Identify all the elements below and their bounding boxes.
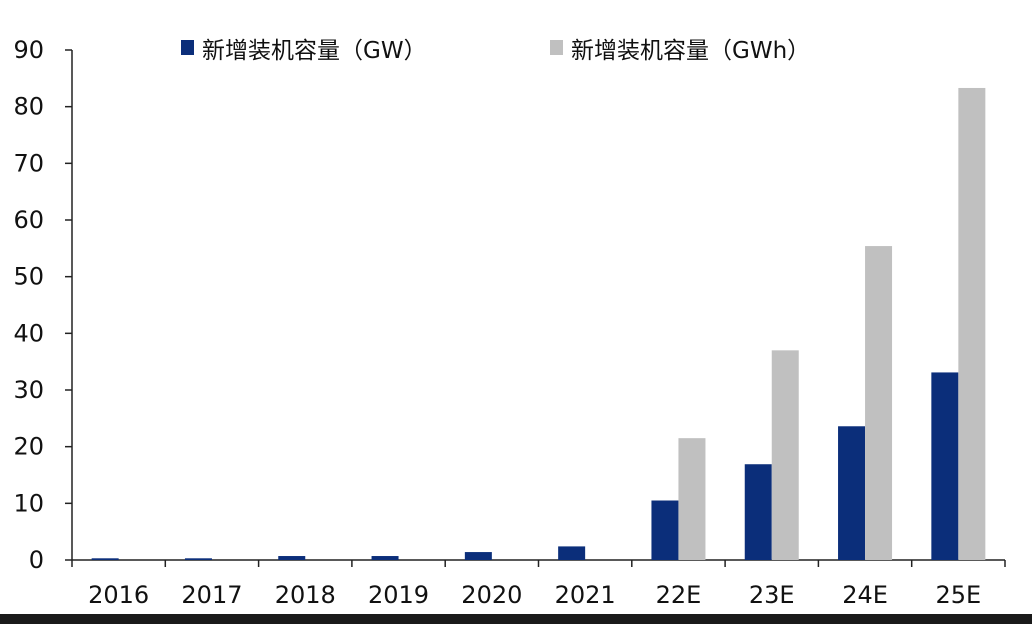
y-axis: 0 10 20 30 40 50 60 70 80 90 bbox=[13, 36, 73, 574]
bar-gwh bbox=[865, 246, 893, 561]
legend-swatch-gw bbox=[181, 40, 194, 55]
bar-gw bbox=[931, 372, 959, 560]
x-tick-label: 25E bbox=[935, 581, 981, 609]
y-tick-label: 0 bbox=[29, 546, 44, 574]
x-tick-label: 23E bbox=[749, 581, 795, 609]
bar-gw bbox=[651, 500, 679, 560]
bars bbox=[91, 87, 986, 561]
y-tick-label: 10 bbox=[13, 489, 44, 517]
x-axis: 2016 2017 2018 2019 2020 2021 22E 23E 24E 25E bbox=[71, 559, 1006, 609]
y-tick-label: 40 bbox=[13, 319, 44, 347]
x-tick-label: 2021 bbox=[555, 581, 616, 609]
legend-label-gw: 新增装机容量（GW） bbox=[202, 38, 427, 64]
y-tick-label: 20 bbox=[13, 433, 44, 461]
chart-legend: 新增装机容量（GW） 新增装机容量（GWh） bbox=[181, 38, 810, 64]
x-tick-label: 24E bbox=[842, 581, 888, 609]
bar-gwh bbox=[771, 350, 799, 560]
bar-gw bbox=[278, 556, 306, 560]
bar-gw bbox=[744, 464, 772, 560]
x-tick-label: 2020 bbox=[461, 581, 522, 609]
legend-swatch-gwh bbox=[550, 40, 563, 55]
y-tick-label: 30 bbox=[13, 376, 44, 404]
bar-gw bbox=[184, 558, 212, 560]
bar-gw bbox=[464, 552, 492, 560]
legend-label-gwh: 新增装机容量（GWh） bbox=[571, 38, 810, 64]
x-tick-label: 2017 bbox=[181, 581, 242, 609]
bar-gwh bbox=[958, 87, 986, 560]
y-tick-label: 90 bbox=[13, 36, 44, 64]
bar-gw bbox=[558, 546, 586, 560]
x-tick-label: 2019 bbox=[368, 581, 429, 609]
y-tick-label: 50 bbox=[13, 263, 44, 291]
y-tick-label: 70 bbox=[13, 149, 44, 177]
y-tick-label: 60 bbox=[13, 206, 44, 234]
x-tick-label: 22E bbox=[656, 581, 702, 609]
y-tick-label: 80 bbox=[13, 93, 44, 121]
x-tick-label: 2018 bbox=[275, 581, 336, 609]
bar-gwh bbox=[678, 438, 706, 560]
bar-gw bbox=[371, 556, 399, 560]
bottom-strip bbox=[0, 614, 1032, 624]
bar-gw bbox=[838, 426, 866, 560]
bar-gw bbox=[91, 558, 119, 560]
x-tick-label: 2016 bbox=[88, 581, 149, 609]
